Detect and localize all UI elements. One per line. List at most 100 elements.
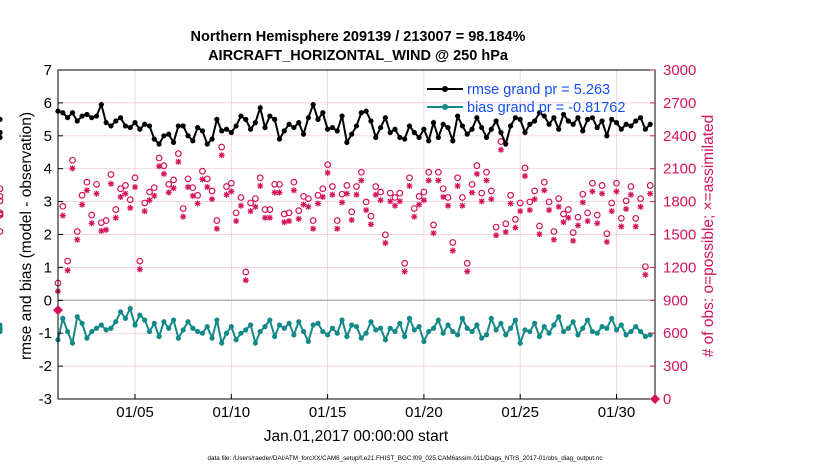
legend-bias-label: bias grand pr = -0.81762: [467, 100, 625, 116]
obs-assimilated-marker: [454, 182, 461, 189]
bias-point: [469, 328, 475, 335]
bias-point: [613, 327, 620, 333]
obs-possible-marker: [227, 179, 235, 187]
rmse-point: [594, 124, 600, 131]
rmse-point: [556, 126, 562, 132]
obs-assimilated-marker: [406, 182, 413, 189]
bias-point: [84, 335, 90, 341]
obs-assimilated-marker: [98, 227, 105, 234]
rmse-point: [228, 129, 234, 136]
obs-assimilated-marker: [286, 218, 293, 225]
rmse-point: [397, 134, 403, 141]
bias-point: [291, 332, 297, 338]
obs-assimilated-marker: [74, 236, 81, 243]
bias-point: [575, 332, 581, 338]
bias-point: [60, 315, 66, 321]
obs-assimilated-marker: [83, 187, 90, 194]
rmse-point: [339, 113, 345, 119]
obs-possible-marker: [122, 182, 129, 189]
obs-assimilated-marker: [334, 225, 341, 232]
bias-point: [262, 324, 268, 330]
bias-point: [498, 320, 504, 326]
obs-possible-marker: [290, 178, 298, 186]
legend-rmse-label: rmse grand pr = 5.263: [467, 82, 610, 98]
rmse-point: [79, 113, 85, 119]
obs-assimilated-marker: [151, 192, 158, 199]
rmse-point: [69, 110, 76, 116]
bias-point: [320, 328, 326, 335]
obs-assimilated-marker: [180, 213, 187, 220]
rmse-point: [132, 120, 138, 126]
bias-point: [113, 319, 119, 325]
obs-assimilated-marker: [473, 170, 480, 177]
obs-possible-marker: [324, 161, 332, 169]
bias-point: [430, 325, 437, 331]
obs-possible-marker: [179, 205, 187, 212]
y-tick-label: 1: [44, 259, 52, 276]
obs-assimilated-marker: [257, 182, 264, 189]
obs-assimilated-marker: [526, 207, 533, 214]
bias-point: [267, 317, 273, 323]
obs-assimilated-marker: [189, 192, 196, 199]
rmse-point: [199, 128, 206, 134]
bias-point: [459, 315, 466, 321]
bias-point: [219, 340, 225, 346]
obs-possible-marker: [256, 174, 264, 182]
obs-assimilated-marker: [627, 191, 634, 198]
bias-point: [416, 324, 422, 330]
bias-point: [474, 322, 480, 328]
obs-possible-marker: [223, 183, 230, 190]
axis-ticks: -3 -2 -1 0 1 2 3 4 5 6 7 0 300 600 900 1200 1500 1800 2100…: [39, 62, 697, 421]
bias-point: [185, 319, 191, 325]
obs-possible-marker: [131, 174, 139, 182]
obs-assimilated-marker: [396, 198, 403, 205]
edge-markers: [53, 305, 660, 404]
bias-point: [175, 335, 181, 341]
bias-point: [536, 333, 543, 340]
obs-assimilated-marker: [59, 212, 66, 219]
obs-possible-marker: [473, 162, 481, 170]
obs-possible-marker: [555, 195, 563, 203]
x-tick-label: 01/25: [501, 404, 539, 421]
obs-possible-marker: [367, 212, 375, 220]
obs-assimilated-marker: [430, 230, 437, 237]
obs-assimilated-marker: [507, 200, 514, 207]
obs-possible-marker: [646, 182, 654, 189]
obs-assimilated-marker: [531, 196, 538, 203]
bias-point: [363, 330, 369, 336]
obs-possible-marker: [136, 257, 144, 265]
obs-possible-marker: [251, 195, 259, 203]
rmse-point: [430, 120, 437, 126]
rmse-point: [296, 120, 302, 126]
obs-assimilated-marker: [170, 185, 177, 192]
bias-point: [522, 327, 528, 333]
bias-point: [296, 319, 302, 325]
y2-tick-label: 1800: [663, 194, 696, 211]
y2-tick-label: 1200: [663, 259, 696, 276]
bias-point: [344, 333, 350, 340]
rmse-point: [98, 101, 104, 108]
rmse-point: [272, 116, 278, 122]
obs-assimilated-marker: [242, 277, 249, 284]
rmse-point: [527, 121, 533, 127]
y-tick-label: 3: [44, 194, 52, 211]
rmse-point: [445, 124, 451, 131]
obs-assimilated-marker: [546, 207, 553, 214]
bias-point: [161, 319, 167, 325]
rmse-point: [589, 115, 596, 121]
bias-point: [300, 328, 307, 335]
obs-possible-marker: [271, 180, 279, 188]
obs-possible-marker: [507, 191, 514, 199]
obs-assimilated-marker: [175, 158, 182, 165]
obs-possible-marker: [627, 183, 635, 190]
rmse-point: [195, 124, 201, 131]
rmse-point: [637, 115, 644, 121]
obs-possible-marker: [304, 195, 312, 203]
rmse-point: [517, 116, 523, 122]
obs-assimilated-marker: [262, 214, 269, 221]
obs-possible-marker: [353, 183, 360, 190]
obs-possible-marker: [295, 207, 303, 215]
bias-point: [406, 315, 413, 321]
obs-assimilated-marker: [401, 268, 408, 275]
rmse-point: [84, 111, 90, 118]
